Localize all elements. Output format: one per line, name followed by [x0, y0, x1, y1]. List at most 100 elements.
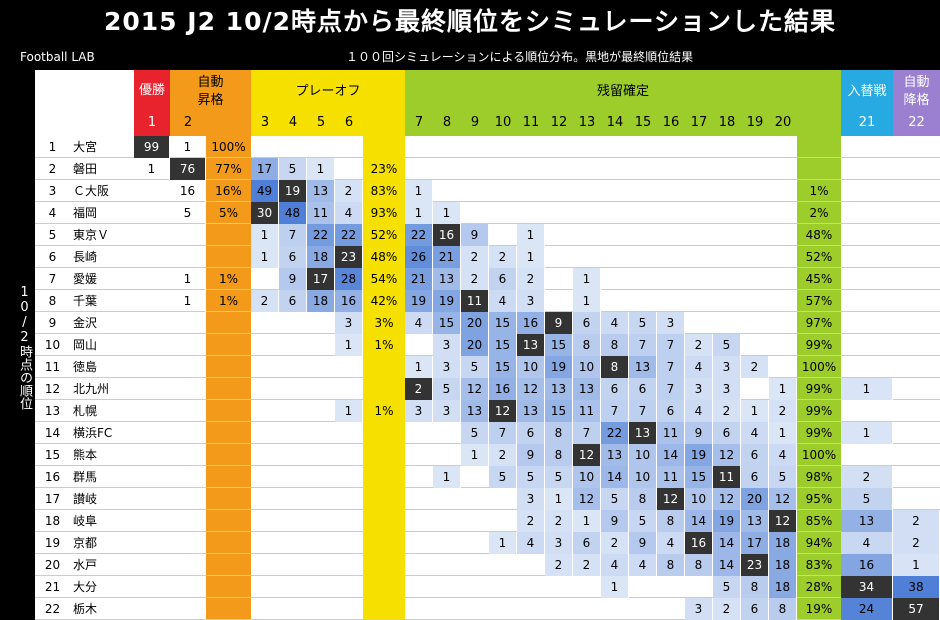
position-header: 6 — [344, 115, 354, 130]
probability-cell: 18 — [307, 246, 335, 268]
playoff-relegation-band — [841, 70, 893, 136]
probability-cell: 13 — [545, 378, 573, 400]
probability-cell: 5 — [629, 312, 657, 334]
probability-cell: 9 — [517, 444, 545, 466]
position-header: 21 — [858, 115, 876, 130]
probability-cell: 20 — [741, 488, 769, 510]
playoff-percentage: 1% — [374, 404, 394, 418]
promo-percentage — [206, 334, 251, 356]
probability-cell: 15 — [489, 334, 517, 356]
promo-percentage — [206, 554, 251, 576]
probability-cell: 21 — [433, 246, 461, 268]
playoff-percentage: 52% — [370, 228, 398, 242]
probability-cell: 10 — [573, 466, 601, 488]
probability-cell: 6 — [741, 444, 769, 466]
probability-cell: 3 — [545, 532, 573, 554]
team-name: 讃岐 — [73, 492, 98, 506]
probability-cell: 16 — [335, 290, 363, 312]
probability-cell: 1 — [769, 422, 797, 444]
survive-percentage — [797, 158, 841, 180]
playoff-percentage: 48% — [370, 250, 398, 264]
position-header: 15 — [634, 115, 652, 130]
champion-header: 優勝 — [138, 83, 165, 98]
probability-cell: 12 — [769, 510, 797, 532]
probability-cell: 6 — [657, 400, 685, 422]
probability-cell: 5 — [713, 334, 741, 356]
row-divider — [35, 487, 940, 488]
probability-cell: 8 — [685, 554, 713, 576]
side-panel: 10/2時点の順位 — [0, 70, 35, 620]
probability-cell: 1 — [841, 378, 893, 400]
probability-cell: 38 — [893, 576, 940, 598]
probability-cell: 4 — [657, 532, 685, 554]
probability-cell: 5 — [433, 378, 461, 400]
probability-cell: 6 — [741, 466, 769, 488]
promo-percentage: 1% — [218, 294, 239, 308]
row-divider — [35, 509, 940, 510]
probability-cell: 2 — [251, 290, 279, 312]
probability-cell: 76 — [170, 158, 206, 180]
probability-cell: 6 — [713, 422, 741, 444]
probability-cell: 13 — [517, 334, 545, 356]
probability-cell: 1 — [517, 224, 545, 246]
probability-cell: 12 — [489, 400, 517, 422]
survive-percentage: 45% — [805, 272, 833, 286]
promo-percentage: 5% — [218, 206, 239, 220]
probability-cell: 13 — [629, 356, 657, 378]
position-header: 7 — [414, 115, 424, 130]
position-header: 12 — [550, 115, 568, 130]
probability-cell: 8 — [601, 334, 629, 356]
probability-cell: 10 — [573, 356, 601, 378]
probability-cell: 3 — [433, 400, 461, 422]
probability-cell: 5 — [279, 158, 307, 180]
probability-cell: 3 — [657, 312, 685, 334]
survive-percentage: 99% — [805, 426, 833, 440]
probability-cell: 1 — [741, 400, 769, 422]
probability-cell: 16 — [685, 532, 713, 554]
probability-cell: 13 — [461, 400, 489, 422]
team-name: 京都 — [73, 536, 98, 550]
position-header: 17 — [690, 115, 708, 130]
probability-cell: 8 — [601, 356, 629, 378]
survive-percentage: 83% — [805, 558, 833, 572]
probability-cell: 12 — [657, 488, 685, 510]
probability-cell: 2 — [769, 400, 797, 422]
probability-cell: 5 — [489, 466, 517, 488]
probability-cell: 1 — [433, 202, 461, 224]
playoff-percentage — [363, 554, 405, 576]
probability-cell: 12 — [573, 488, 601, 510]
probability-cell: 5 — [629, 510, 657, 532]
playoff-relegation-header: 入替戦 — [847, 84, 887, 99]
team-name: 千葉 — [73, 294, 98, 308]
probability-cell: 3 — [517, 488, 545, 510]
probability-cell: 1 — [170, 268, 206, 290]
probability-cell: 14 — [657, 444, 685, 466]
probability-cell: 14 — [713, 532, 741, 554]
probability-cell: 7 — [629, 400, 657, 422]
probability-cell: 2 — [601, 532, 629, 554]
probability-cell: 8 — [629, 488, 657, 510]
promo-percentage: 100% — [211, 140, 246, 154]
probability-cell: 4 — [601, 554, 629, 576]
playoff-percentage: 23% — [370, 162, 398, 176]
probability-cell: 4 — [335, 202, 363, 224]
probability-cell: 19 — [545, 356, 573, 378]
position-header: 16 — [662, 115, 680, 130]
survive-band — [405, 70, 841, 136]
probability-cell: 24 — [841, 598, 893, 620]
probability-cell: 17 — [741, 532, 769, 554]
probability-cell: 1 — [405, 356, 433, 378]
team-name: 岐阜 — [73, 514, 98, 528]
probability-cell: 28 — [335, 268, 363, 290]
probability-cell: 1 — [893, 554, 940, 576]
rank-number: 11 — [44, 360, 61, 374]
rank-number: 2 — [48, 162, 57, 176]
probability-cell: 13 — [841, 510, 893, 532]
survive-percentage: 97% — [805, 316, 833, 330]
team-name: 群馬 — [73, 470, 98, 484]
probability-cell: 22 — [307, 224, 335, 246]
brand-label: Football LAB — [20, 50, 95, 64]
playoff-percentage — [363, 356, 405, 378]
probability-cell: 26 — [405, 246, 433, 268]
probability-cell: 6 — [573, 532, 601, 554]
